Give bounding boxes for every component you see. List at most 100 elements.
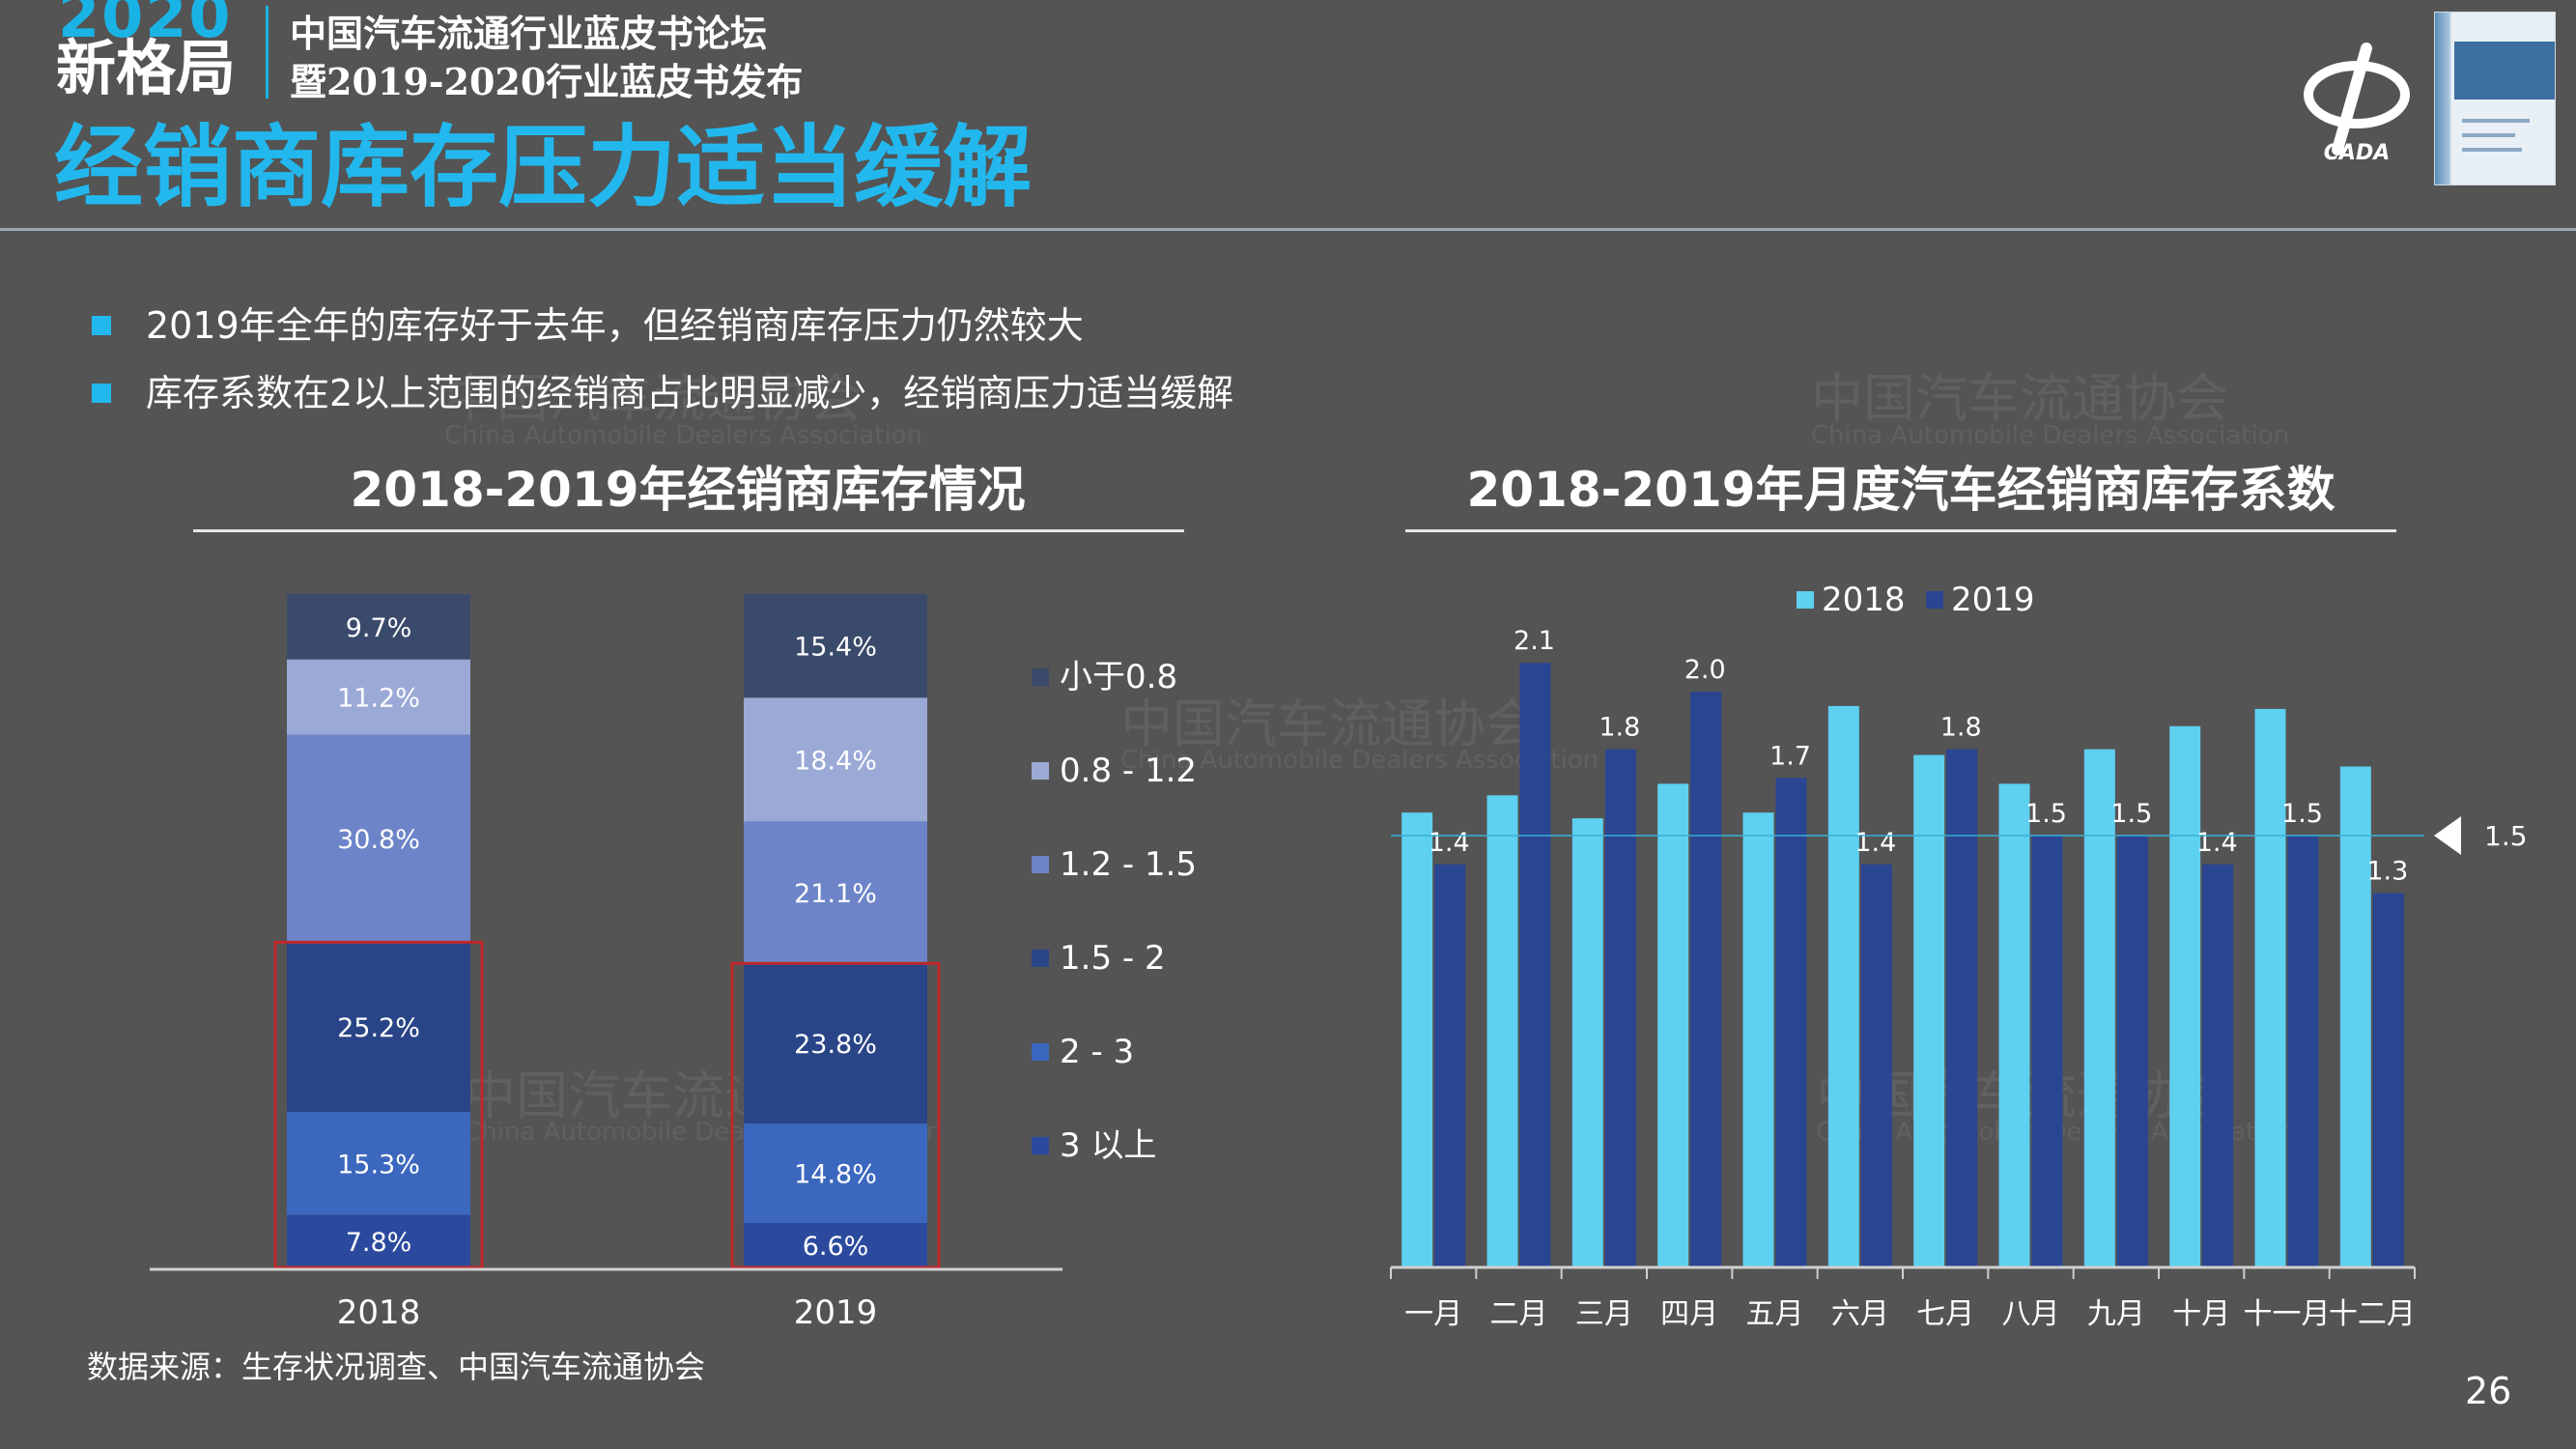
data-label-2019: 1.7 <box>1769 741 1811 771</box>
brand-divider <box>266 6 269 99</box>
bar-2019 <box>1604 749 1636 1267</box>
x-tick-label: 四月 <box>1660 1297 1718 1331</box>
data-label-2019: 1.3 <box>2366 857 2408 887</box>
x-tick-label: 2018 <box>337 1293 421 1332</box>
bar-2018 <box>1827 705 1859 1267</box>
reference-arrow-icon <box>2434 816 2461 855</box>
bar-2019 <box>2287 836 2319 1267</box>
stacked-bar-chart: 7.8% 15.3% 25.2% 30.8% 11.2% 9.7% 2018 6.6% 14.8… <box>150 594 1197 1332</box>
bar-2019 <box>1775 778 1807 1267</box>
bluebook-line <box>2462 148 2522 152</box>
legend-swatch <box>1032 950 1049 967</box>
brand-main: 新格局 <box>56 33 237 103</box>
data-label-2019: 1.5 <box>2281 799 2323 829</box>
bar-2018 <box>1571 818 1603 1267</box>
stacked-segment <box>287 1214 470 1267</box>
stacked-segment <box>744 594 927 698</box>
stacked-segment <box>287 734 470 943</box>
legend-label: 2018 <box>1822 581 1906 619</box>
data-label-2019: 1.8 <box>1940 713 1982 743</box>
segment-value-label: 14.8% <box>794 1160 877 1190</box>
forum-title: 中国汽车流通行业蓝皮书论坛 暨2019-2020行业蓝皮书发布 <box>290 10 803 106</box>
legend-swatch-2019 <box>1926 591 1943 609</box>
legend-swatch <box>1032 762 1049 780</box>
data-label-2019: 1.4 <box>2196 828 2238 858</box>
x-tick-label: 八月 <box>2002 1297 2060 1331</box>
x-tick-label: 2019 <box>794 1293 878 1332</box>
bluebook-line <box>2462 119 2530 123</box>
x-tick-label: 六月 <box>1831 1297 1889 1331</box>
monthly-chart-title: 2018-2019年月度汽车经销商库存系数 <box>1466 462 2335 518</box>
legend-label: 1.5 - 2 <box>1060 939 1166 978</box>
legend-swatch <box>1032 1137 1049 1154</box>
legend-swatch <box>1032 668 1049 686</box>
data-label-2019: 1.5 <box>2110 799 2152 829</box>
bar-2019 <box>1946 749 1978 1267</box>
cada-logo: CADA <box>2304 43 2410 164</box>
brand-year: 2020 <box>58 0 233 51</box>
reference-label: 1.5 <box>2484 820 2528 852</box>
watermark-cn: 中国汽车流通协会 <box>1120 694 1538 754</box>
bar-2019 <box>1519 663 1551 1267</box>
bullet-list: 2019年全年的库存好于去年，但经销商库存压力仍然较大 库存系数在2以上范围的经… <box>92 292 1233 427</box>
x-tick-label: 九月 <box>2087 1297 2145 1331</box>
x-tick-label: 十月 <box>2172 1297 2230 1331</box>
stacked-segment <box>287 1111 470 1215</box>
segment-value-label: 30.8% <box>337 825 420 855</box>
legend-label: 1.2 - 1.5 <box>1060 845 1197 884</box>
data-label-2019: 1.4 <box>1429 828 1470 858</box>
segment-value-label: 25.2% <box>337 1013 420 1043</box>
watermark-en: China Automobile Dealers Association <box>1811 421 2290 450</box>
legend-swatch <box>1032 1043 1049 1061</box>
segment-value-label: 18.4% <box>794 746 877 776</box>
highlight-box <box>730 961 941 1269</box>
bar-2018 <box>1486 795 1518 1267</box>
data-label-2019: 1.4 <box>1854 828 1896 858</box>
bullet-item: 库存系数在2以上范围的经销商占比明显减少，经销商压力适当缓解 <box>92 359 1233 427</box>
bluebook-line <box>2462 133 2515 137</box>
x-tick-label: 一月 <box>1404 1297 1462 1331</box>
bar-2019 <box>2031 836 2063 1267</box>
watermark-cn: 中国汽车流通协会 <box>444 368 862 429</box>
segment-value-label: 23.8% <box>794 1030 877 1060</box>
legend-label: 2019 <box>1951 581 2035 619</box>
bar-2019 <box>1690 692 1722 1267</box>
bar-2018 <box>1742 812 1774 1267</box>
bar-2019 <box>2372 893 2404 1267</box>
highlight-box <box>273 940 484 1269</box>
watermark-cn: 中国汽车流通协会 <box>1811 368 2228 429</box>
data-label-2019: 1.5 <box>2025 799 2067 829</box>
data-label-2019: 2.1 <box>1514 626 1555 656</box>
segment-value-label: 21.1% <box>794 879 877 909</box>
page-title: 经销商库存压力适当缓解 <box>54 116 1033 219</box>
watermark-en: China Automobile Dealers Association <box>1120 746 1599 775</box>
bar-2018 <box>2169 725 2201 1267</box>
data-label-2019: 1.8 <box>1599 713 1640 743</box>
bar-2019 <box>2202 864 2234 1267</box>
x-tick-label: 五月 <box>1746 1297 1804 1331</box>
bullet-square-icon <box>92 384 111 403</box>
bullet-text: 2019年全年的库存好于去年，但经销商库存压力仍然较大 <box>146 304 1084 347</box>
legend-label: 小于0.8 <box>1060 658 1177 696</box>
forum-line-1: 中国汽车流通行业蓝皮书论坛 <box>290 12 768 55</box>
bar-2018 <box>1401 812 1433 1267</box>
bar-2018 <box>2339 766 2371 1267</box>
cada-logo-text: CADA <box>2324 141 2390 164</box>
header-divider <box>0 228 2576 231</box>
x-tick-label: 七月 <box>1916 1297 1974 1331</box>
legend-label: 2 - 3 <box>1060 1033 1134 1071</box>
stacked-segment <box>744 1223 927 1267</box>
monthly-chart-title-rule <box>1405 529 2396 532</box>
data-label-2019: 2.0 <box>1684 655 1726 685</box>
bar-2018 <box>1913 754 1945 1267</box>
stacked-segment <box>287 594 470 660</box>
forum-line-2: 暨2019-2020行业蓝皮书发布 <box>290 60 804 103</box>
page-number: 26 <box>2465 1370 2512 1412</box>
monthly-bar-chart: 1.4 一月 2.1 二月 1.8 三月 2.0 四月 1.7 五月 1.4 六月 1.8 七月 1.5 八月… <box>1390 581 2528 1331</box>
legend-label: 3 以上 <box>1060 1126 1156 1165</box>
bullet-text: 库存系数在2以上范围的经销商占比明显减少，经销商压力适当缓解 <box>146 372 1234 414</box>
bluebook-band <box>2454 42 2555 99</box>
stacked-segment <box>287 942 470 1112</box>
stacked-segment <box>744 821 927 964</box>
segment-value-label: 9.7% <box>346 613 412 643</box>
